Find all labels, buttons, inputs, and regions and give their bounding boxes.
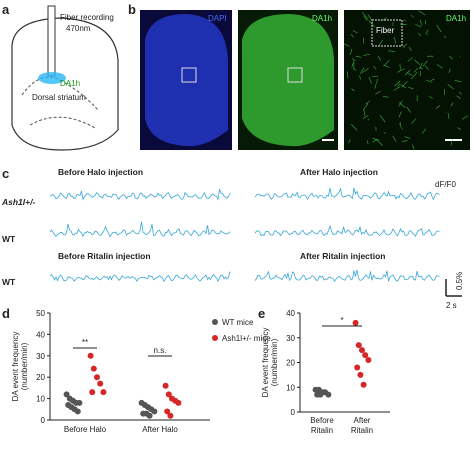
data-point — [89, 389, 95, 395]
legend-marker — [212, 319, 218, 325]
y-tick-label: 10 — [286, 383, 295, 392]
data-point — [167, 413, 173, 419]
image-label: DAPI — [208, 14, 227, 23]
y-tick-label: 50 — [36, 309, 45, 318]
annotation: ** — [82, 338, 88, 347]
image-zoom — [344, 10, 470, 150]
y-tick-label: 30 — [286, 334, 295, 343]
trace-header: After Ritalin injection — [300, 251, 385, 261]
data-point — [147, 413, 153, 419]
trace — [255, 270, 440, 282]
fiber-label: Fiber recording — [60, 13, 114, 22]
x-tick-label: Before Halo — [64, 425, 107, 434]
row-label: WT — [2, 234, 16, 244]
data-point — [321, 389, 327, 395]
data-point — [163, 383, 169, 389]
y-tick-label: 10 — [36, 395, 45, 404]
data-point — [353, 320, 359, 326]
row-label: Ash1l+/- — [1, 197, 35, 207]
y-axis-label: DA event frequency — [261, 328, 270, 398]
data-point — [100, 389, 106, 395]
y-tick-label: 20 — [36, 373, 45, 382]
region-label: Dorsal striatum — [32, 93, 86, 102]
y-tick-label: 20 — [286, 359, 295, 368]
panel-label: b — [128, 2, 136, 17]
data-point — [94, 374, 100, 380]
data-point — [88, 353, 94, 359]
data-point — [362, 352, 368, 358]
annotation: n.s. — [154, 346, 167, 355]
y-tick-label: 0 — [291, 408, 296, 417]
y-axis-label: (number/min) — [270, 338, 279, 386]
data-point — [356, 342, 362, 348]
trace — [50, 272, 230, 282]
x-tick-label: After Halo — [142, 425, 178, 434]
x-tick-label: After — [354, 416, 371, 425]
fiber — [48, 6, 55, 76]
trace — [255, 226, 440, 236]
panel-label: d — [2, 306, 10, 321]
panel-label: e — [258, 306, 265, 321]
data-point — [361, 382, 367, 388]
image-label: DA1h — [312, 14, 332, 23]
unit-label: dF/F0 — [435, 180, 456, 189]
y-axis-label: (number/min) — [20, 342, 29, 390]
scale-y-label: 0.5% — [455, 272, 464, 290]
legend-marker — [212, 335, 218, 341]
trace-header: Before Ritalin injection — [58, 251, 151, 261]
x-tick-label: Before — [310, 416, 334, 425]
sensor-label: DA1h — [60, 79, 80, 88]
x-tick-label: Ritalin — [311, 426, 333, 435]
y-tick-label: 0 — [41, 416, 46, 425]
fiber-label: 470nm — [66, 24, 91, 33]
trace-header: Before Halo injection — [58, 167, 143, 177]
data-point — [97, 381, 103, 387]
trace — [50, 189, 230, 199]
inset-label: Fiber — [376, 26, 395, 35]
scale-x-label: 2 s — [446, 301, 457, 310]
data-point — [357, 372, 363, 378]
trace — [255, 188, 440, 199]
legend-label: WT mice — [222, 318, 254, 327]
data-point — [91, 366, 97, 372]
row-label: WT — [2, 277, 16, 287]
y-tick-label: 40 — [286, 309, 295, 318]
data-point — [75, 408, 81, 414]
data-point — [151, 408, 157, 414]
x-tick-label: Ritalin — [351, 426, 373, 435]
trace — [50, 222, 230, 237]
annotation: * — [340, 316, 343, 325]
y-tick-label: 40 — [36, 330, 45, 339]
data-point — [359, 347, 365, 353]
panel-label: a — [2, 2, 10, 17]
image-label: DA1h — [446, 14, 466, 23]
dapi-brain — [145, 14, 228, 146]
data-point — [175, 400, 181, 406]
y-tick-label: 30 — [36, 352, 45, 361]
data-point — [354, 364, 360, 370]
data-point — [76, 400, 82, 406]
y-axis-label: DA event frequency — [11, 332, 20, 402]
data-point — [365, 357, 371, 363]
trace-header: After Halo injection — [300, 167, 378, 177]
panel-label: c — [2, 166, 9, 181]
